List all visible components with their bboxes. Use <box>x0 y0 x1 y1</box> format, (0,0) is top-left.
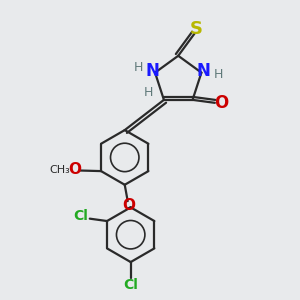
Text: N: N <box>197 62 211 80</box>
Text: O: O <box>122 198 135 213</box>
Text: H: H <box>214 68 223 82</box>
Text: O: O <box>214 94 229 112</box>
Text: Cl: Cl <box>123 278 138 292</box>
Text: H: H <box>144 86 153 99</box>
Text: S: S <box>190 20 202 38</box>
Text: O: O <box>68 162 81 177</box>
Text: CH₃: CH₃ <box>49 165 70 175</box>
Text: H: H <box>134 61 143 74</box>
Text: Cl: Cl <box>73 209 88 223</box>
Text: N: N <box>146 62 160 80</box>
